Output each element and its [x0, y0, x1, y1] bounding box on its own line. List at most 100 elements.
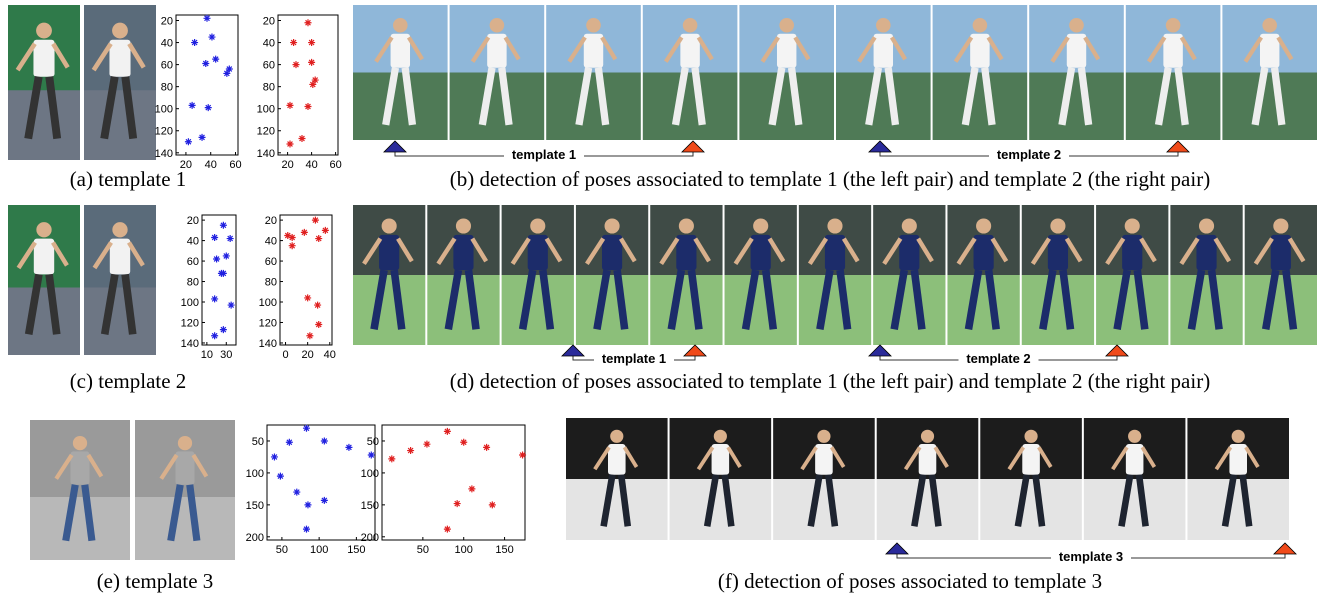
- video-frame: [739, 5, 834, 140]
- video-frame: [873, 205, 945, 345]
- y-tick-label: 200: [361, 532, 379, 544]
- plot-frame: [382, 425, 525, 540]
- video-frame: [566, 418, 668, 540]
- torso: [751, 235, 771, 270]
- y-tick-label: 20: [187, 215, 199, 227]
- frame-ground: [546, 73, 641, 141]
- keypoint: [220, 222, 227, 229]
- torso: [874, 34, 893, 68]
- video-frame: [1022, 205, 1094, 345]
- torso: [676, 235, 696, 270]
- head: [976, 218, 991, 233]
- torso: [70, 451, 89, 484]
- head: [779, 18, 794, 33]
- y-tick-label: 150: [246, 500, 264, 512]
- marker-end: [1106, 345, 1128, 356]
- torso: [584, 34, 603, 68]
- head: [36, 222, 51, 237]
- frame-ground: [1222, 73, 1317, 141]
- torso: [970, 34, 989, 68]
- x-tick-label: 60: [229, 159, 241, 171]
- y-tick-label: 100: [257, 104, 275, 116]
- video-frame: [1245, 205, 1317, 345]
- torso: [1126, 444, 1144, 475]
- video-frame: [650, 205, 722, 345]
- frame-ground: [502, 275, 574, 345]
- frame-ground: [933, 73, 1028, 141]
- torso: [1260, 34, 1279, 68]
- head: [1024, 430, 1037, 443]
- video-frame: [502, 205, 574, 345]
- torso: [109, 40, 130, 77]
- template-label: template 1: [512, 147, 576, 162]
- keypoint: [305, 103, 312, 110]
- frame-ground: [1096, 275, 1168, 345]
- caption: (a) template 1: [70, 167, 187, 191]
- y-tick-label: 140: [259, 338, 277, 350]
- head: [753, 218, 768, 233]
- torso: [1271, 235, 1291, 270]
- plot-frame: [267, 425, 375, 540]
- marker-start: [384, 141, 406, 152]
- keypoint: [287, 102, 294, 109]
- frame-ground: [1084, 479, 1186, 540]
- video-frame: [546, 5, 641, 140]
- marker-start: [869, 345, 891, 356]
- x-tick-label: 10: [201, 349, 213, 361]
- marker-end: [684, 345, 706, 356]
- y-tick-label: 100: [246, 468, 264, 480]
- frame-ground: [980, 479, 1082, 540]
- plot-frame: [278, 15, 338, 155]
- x-tick-label: 40: [205, 159, 217, 171]
- head: [605, 218, 620, 233]
- head: [382, 218, 397, 233]
- x-tick-label: 20: [302, 349, 314, 361]
- head: [876, 18, 891, 33]
- video-frame: [1029, 5, 1124, 140]
- head: [714, 430, 727, 443]
- page: 2040602040608010012014020406020406080100…: [0, 0, 1323, 601]
- torso: [34, 239, 54, 275]
- y-tick-label: 120: [181, 317, 199, 329]
- torso: [712, 444, 730, 475]
- template-label: template 2: [997, 147, 1061, 162]
- y-tick-label: 80: [263, 82, 275, 94]
- head: [1199, 218, 1214, 233]
- video-frame: [353, 5, 448, 140]
- torso: [1122, 235, 1142, 270]
- y-tick-label: 150: [361, 500, 379, 512]
- photo-floor: [30, 497, 130, 560]
- frame-ground: [650, 275, 722, 345]
- template-label: template 2: [966, 351, 1030, 366]
- video-frame: [1084, 418, 1186, 540]
- torso: [815, 444, 833, 475]
- video-frame: [576, 205, 648, 345]
- marker-end: [682, 141, 704, 152]
- y-tick-label: 40: [187, 236, 199, 248]
- template-photo: [8, 5, 80, 160]
- keypoint: [199, 134, 206, 141]
- torso: [602, 235, 622, 270]
- torso: [487, 34, 506, 68]
- y-tick-label: 100: [155, 104, 173, 116]
- photo-floor: [84, 90, 156, 160]
- video-frame: [450, 5, 545, 140]
- keypoint: [211, 234, 218, 241]
- frame-ground: [725, 275, 797, 345]
- caption: (d) detection of poses associated to tem…: [450, 369, 1210, 393]
- keypoint: [301, 229, 308, 236]
- video-frame: [353, 205, 425, 345]
- torso: [608, 444, 626, 475]
- plot-frame: [176, 15, 238, 155]
- head: [679, 218, 694, 233]
- torso: [110, 239, 130, 275]
- y-tick-label: 60: [161, 60, 173, 72]
- video-frame: [670, 418, 772, 540]
- head: [1262, 18, 1277, 33]
- head: [1232, 430, 1245, 443]
- marker-start: [886, 543, 908, 554]
- torso: [453, 235, 473, 270]
- frame-ground: [773, 479, 875, 540]
- x-tick-label: 100: [455, 544, 473, 556]
- caption: (b) detection of poses associated to tem…: [450, 167, 1210, 191]
